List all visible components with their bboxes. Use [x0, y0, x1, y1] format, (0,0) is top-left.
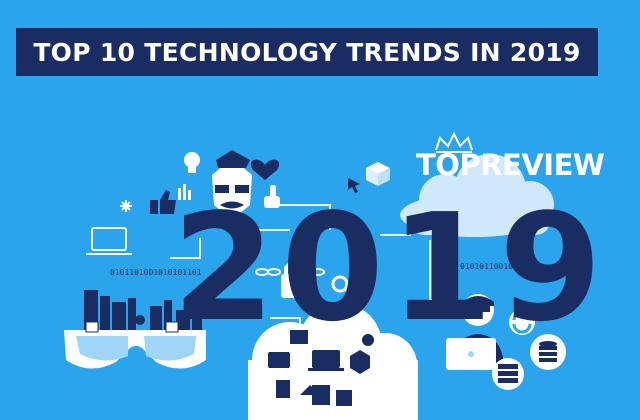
title-banner: TOP 10 TECHNOLOGY TRENDS IN 2019 [16, 28, 598, 76]
binary-code-right-short: 010 [440, 291, 455, 300]
sync-icon [509, 309, 535, 335]
bar-chart-icon [178, 184, 191, 200]
lightbulb-icon [184, 152, 200, 173]
binary-code-right: 0101011001010 [460, 262, 523, 271]
cursor-icon [348, 178, 360, 193]
cloud-icon [400, 154, 554, 237]
pointer-hand-icon [264, 185, 280, 208]
cube-icon [366, 162, 390, 186]
page-title: TOP 10 TECHNOLOGY TRENDS IN 2019 [33, 37, 581, 67]
sparkle-icon [120, 200, 132, 212]
magnifier-icon [331, 275, 354, 298]
hero-year: 2019 [172, 182, 608, 354]
laptop-icon [86, 227, 132, 255]
heart-icon [250, 159, 280, 180]
crown-icon [435, 131, 473, 153]
database-icon [530, 334, 566, 370]
vr-glasses-icon [64, 321, 206, 369]
chain-icon [255, 268, 325, 276]
server-icon [492, 358, 524, 390]
thumbs-up-icon [150, 190, 176, 214]
city-icon [84, 290, 202, 330]
developer-avatar-icon [446, 294, 504, 370]
binary-code-left: 0101101001010101101 [110, 268, 202, 277]
padlock-icon [281, 260, 311, 298]
person-head-icon [212, 150, 252, 220]
apps-cloud-icon [248, 303, 418, 420]
brand-logo-text: TOPREVIEW [416, 148, 605, 182]
